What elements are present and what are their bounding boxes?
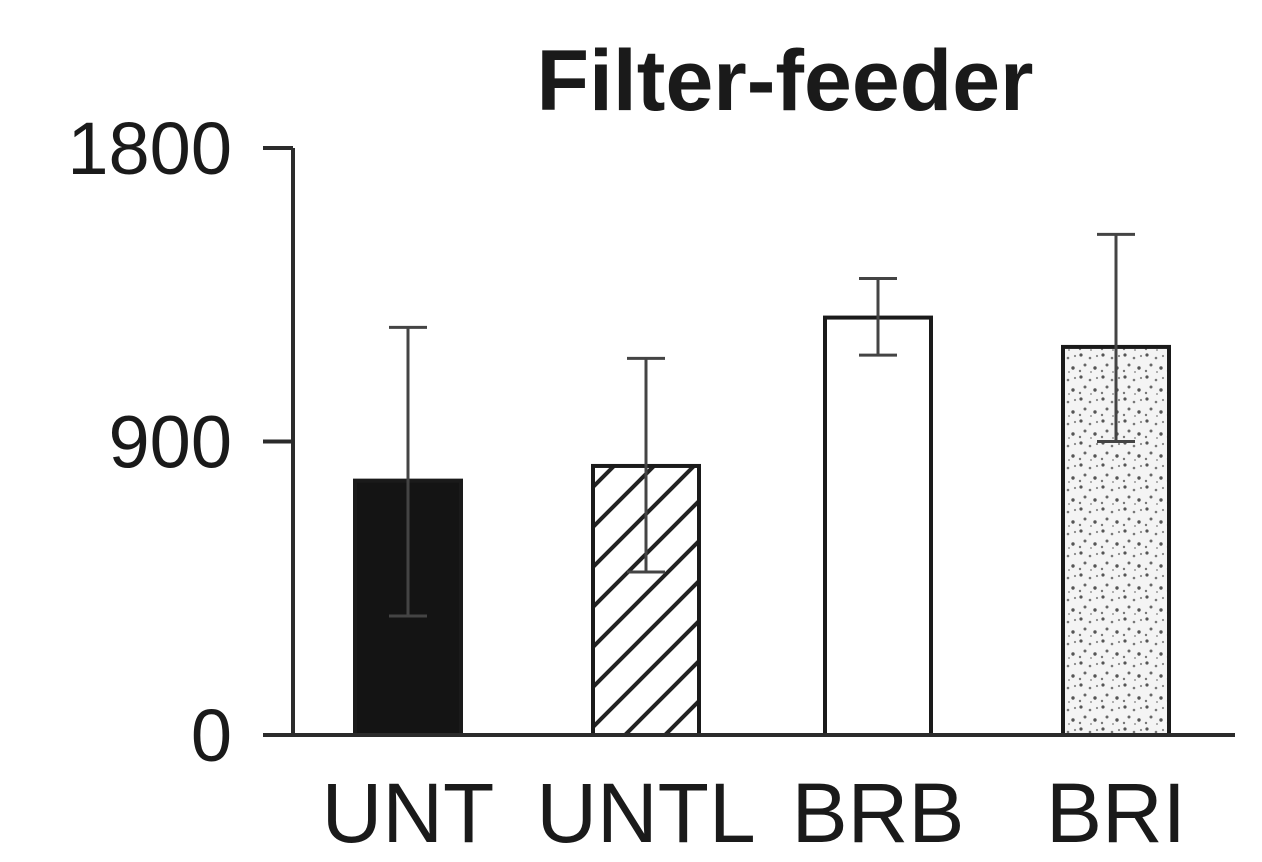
error-bars xyxy=(389,232,1135,618)
y-tick-label: 0 xyxy=(191,694,232,777)
y-tick-label: 1800 xyxy=(67,107,232,190)
x-tick-label: UNT xyxy=(322,766,495,860)
x-tick-label: BRI xyxy=(1046,766,1186,860)
error-bar-bri xyxy=(1097,232,1135,443)
x-axis-labels: UNT UNTL BRB BRI xyxy=(322,766,1186,860)
x-tick-label: BRB xyxy=(792,766,965,860)
error-bar-unt xyxy=(389,325,427,618)
bars xyxy=(353,315,1171,737)
chart-title: Filter-feeder xyxy=(536,33,1033,129)
x-tick-label: UNTL xyxy=(536,766,755,860)
y-axis-ticks: 0 900 1800 xyxy=(67,107,293,777)
error-bar-untl xyxy=(627,356,665,574)
error-bar-brb xyxy=(859,276,897,357)
y-tick-label: 900 xyxy=(109,401,232,484)
bar-brb xyxy=(823,315,933,737)
